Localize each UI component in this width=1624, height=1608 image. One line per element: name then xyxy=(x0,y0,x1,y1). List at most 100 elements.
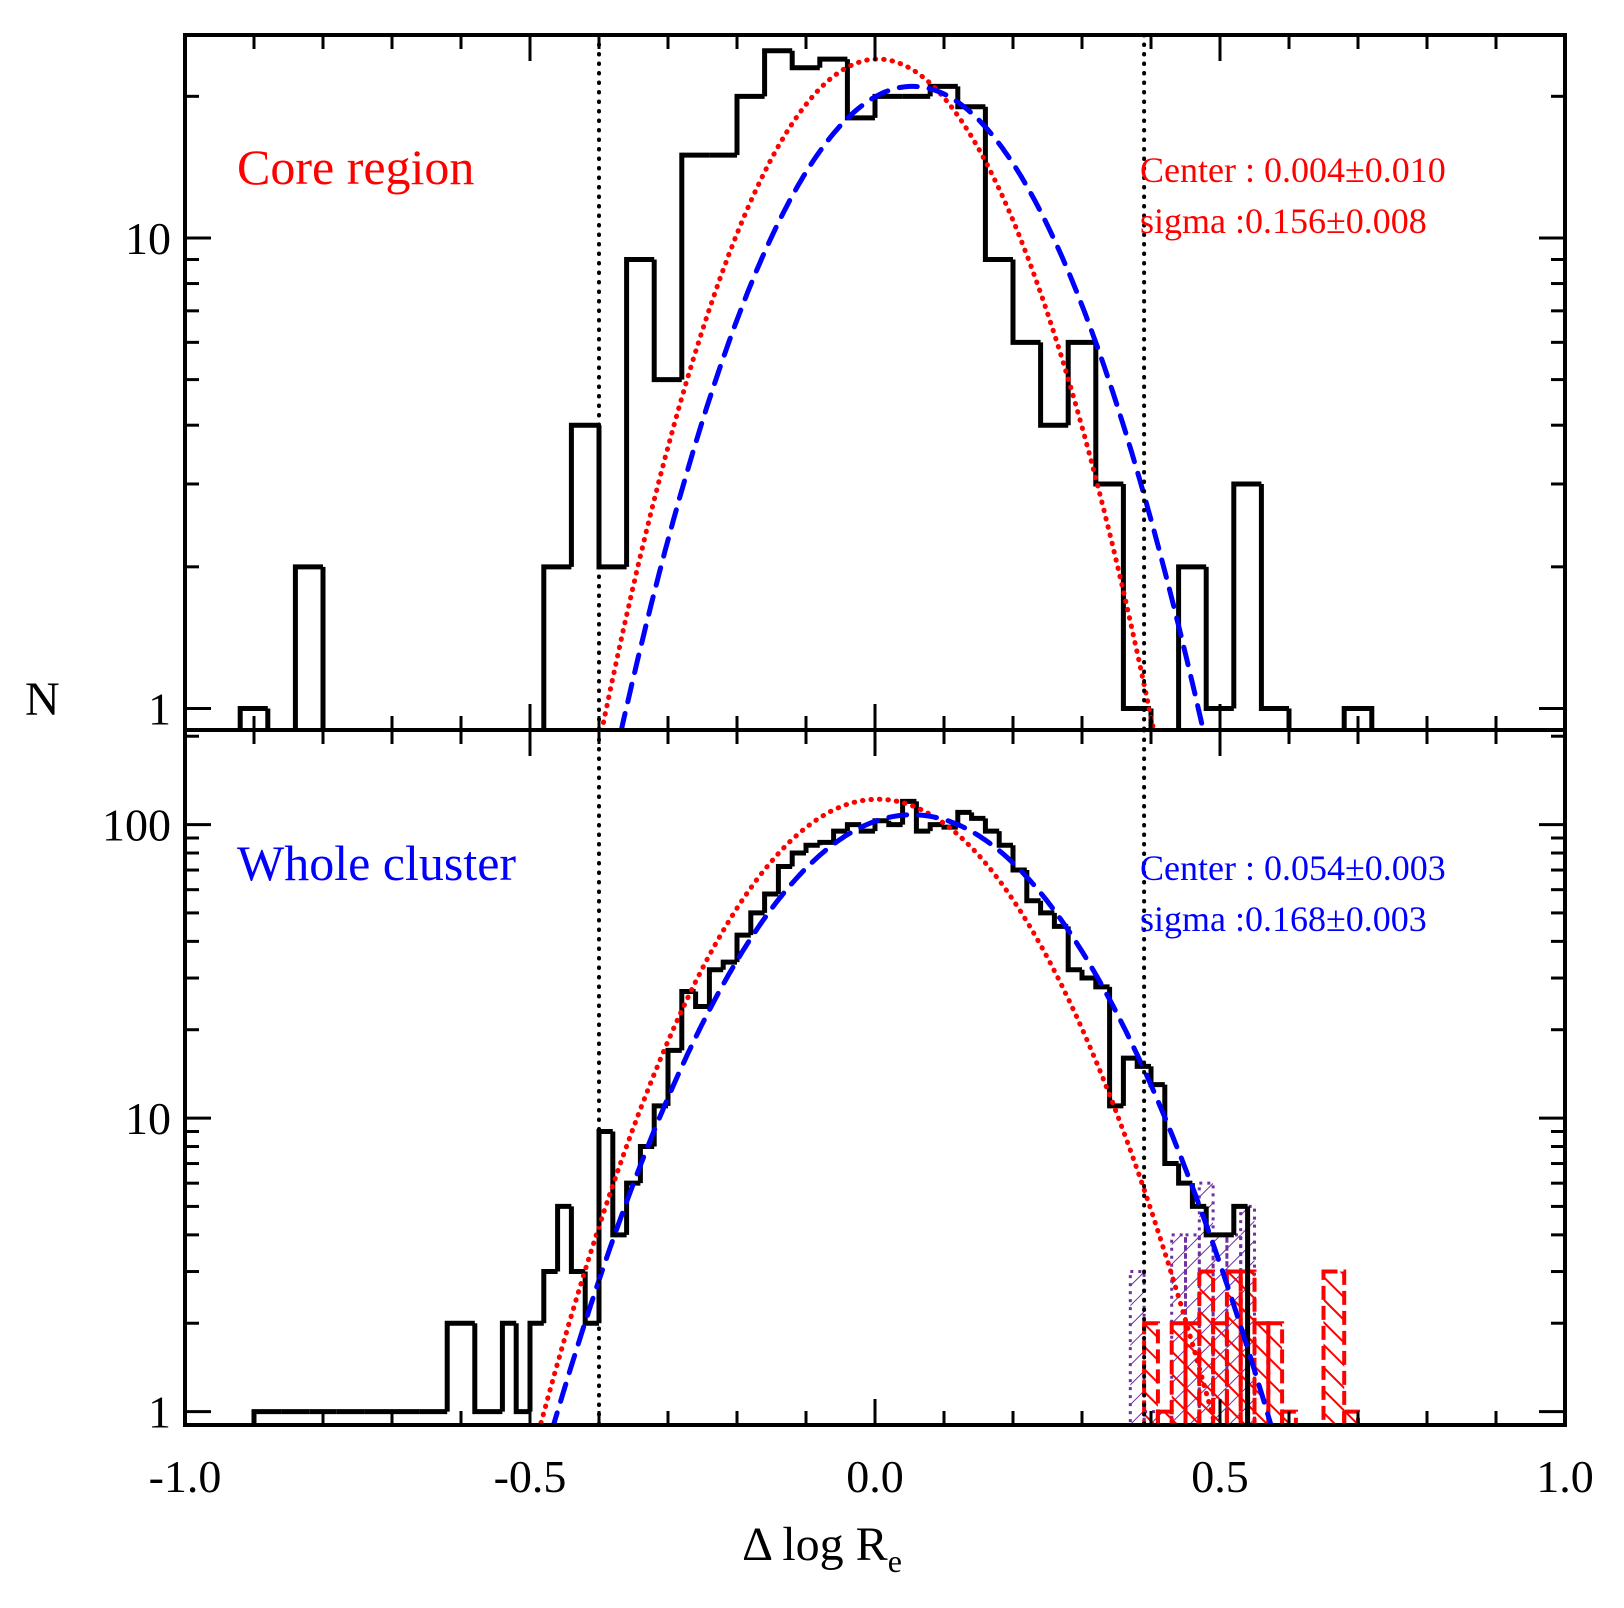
histogram-bar xyxy=(1176,1163,1193,1186)
histogram-bar xyxy=(1120,1055,1138,1106)
histogram-bar xyxy=(610,1131,627,1238)
panel-core: 1 10 Core region Center : 0.004±0.010 sigma … xyxy=(125,33,1567,734)
x-axis-tick-labels: -1.0 -0.5 0.0 0.5 1.0 xyxy=(149,1451,1594,1502)
histogram-bar xyxy=(651,259,682,383)
histogram-bar xyxy=(582,1271,599,1326)
x-axis-label-sub: e xyxy=(888,1543,902,1579)
y-axis-label: N xyxy=(25,673,60,726)
histogram-bar xyxy=(1093,978,1110,990)
panel-label: Core region xyxy=(237,139,474,195)
histogram-bar xyxy=(693,991,710,1009)
panel-whole: 1 10 100 Whole cluster Center : 0.054±0.003 s… xyxy=(102,728,1567,1438)
histogram-bar xyxy=(1203,566,1234,711)
histogram-bar xyxy=(1148,1066,1165,1088)
panel-label: Whole cluster xyxy=(237,835,516,891)
histogram-bar xyxy=(748,910,765,936)
histogram-bar xyxy=(624,1180,641,1235)
histogram-bar xyxy=(1162,1084,1179,1167)
histogram-bar xyxy=(734,932,751,963)
histogram-bar xyxy=(1203,1206,1220,1238)
histogram-bar xyxy=(803,842,820,854)
x-tick-label: 0.5 xyxy=(1191,1451,1249,1502)
histogram-bar xyxy=(1038,900,1055,916)
histogram-bar xyxy=(1245,1206,1251,1425)
histogram-bar xyxy=(831,828,848,843)
hatched-bar-red xyxy=(1224,1269,1243,1425)
histogram-bar xyxy=(1010,259,1041,345)
histogram-bar xyxy=(872,93,903,118)
hatched-bar-red xyxy=(1169,1321,1188,1425)
histogram-bar xyxy=(541,564,572,730)
histogram-bar xyxy=(513,1323,530,1415)
histogram-bar xyxy=(1107,986,1124,1109)
gaussian-fit-core xyxy=(599,56,1157,730)
hatched-bar-red xyxy=(1266,1321,1285,1425)
x-tick-label: 0.0 xyxy=(846,1451,904,1502)
histogram-bar xyxy=(789,850,806,867)
gaussian-fit-whole xyxy=(618,83,1206,730)
stats-sigma: sigma :0.156±0.008 xyxy=(1140,201,1427,241)
histogram-bar xyxy=(789,50,820,71)
x-tick-label: 1.0 xyxy=(1536,1451,1594,1502)
histogram-bar xyxy=(913,801,931,834)
histogram-bar xyxy=(568,1206,586,1275)
histogram-bar xyxy=(596,425,627,570)
histogram-bar xyxy=(1120,483,1151,711)
histogram-bar xyxy=(817,56,848,68)
histogram-bar xyxy=(996,831,1013,848)
histogram-bar xyxy=(1065,339,1096,426)
histogram-bar xyxy=(555,1203,572,1272)
histogram-bar xyxy=(320,566,326,730)
gaussian-fit-whole xyxy=(550,812,1274,1425)
histogram-bar xyxy=(1258,483,1289,711)
y-tick-label: 1 xyxy=(148,1387,171,1438)
histogram-bar xyxy=(1231,1203,1248,1235)
histogram-bar xyxy=(251,1409,282,1425)
histogram-bar xyxy=(1176,564,1207,730)
gaussian-fit-core xyxy=(538,796,1217,1425)
stats-center: Center : 0.054±0.003 xyxy=(1140,848,1446,888)
histogram-bar xyxy=(1065,926,1082,973)
histogram-bar xyxy=(817,839,834,846)
histogram-bar xyxy=(844,822,862,832)
histogram-bar xyxy=(1079,969,1096,981)
stats-center: Center : 0.004±0.010 xyxy=(1140,150,1446,190)
histogram-bar xyxy=(1231,481,1262,709)
hatched-bar-red xyxy=(1321,1269,1347,1425)
y-tick-label: 10 xyxy=(125,1093,171,1144)
histogram-bar xyxy=(762,48,793,97)
hatched-bar-red xyxy=(1155,1409,1174,1425)
histogram-bar xyxy=(1134,1058,1151,1069)
histogram-bar xyxy=(444,1320,475,1412)
histogram-bar xyxy=(624,256,655,567)
hatched-bar-red xyxy=(1342,1409,1360,1425)
hatched-bar-red xyxy=(1142,1321,1160,1425)
histogram-bar xyxy=(265,708,271,730)
histogram-bar xyxy=(969,812,986,821)
histogram-bar xyxy=(886,820,903,828)
hatched-bar-purple xyxy=(1128,1270,1146,1425)
histogram-bar xyxy=(1010,845,1027,873)
histogram-bar xyxy=(665,1047,682,1106)
x-axis-label-main: Δ log R xyxy=(742,1518,888,1571)
histogram-bar xyxy=(568,422,599,567)
histogram-bar xyxy=(1093,342,1124,487)
hatched-bar-red xyxy=(1183,1321,1202,1425)
histogram-bar xyxy=(941,824,958,830)
y-tick-label: 100 xyxy=(102,800,171,851)
histogram-bar xyxy=(720,959,737,970)
histogram-bar xyxy=(927,822,944,832)
y-tick-label: 1 xyxy=(148,683,171,734)
x-axis-label: Δ log Re xyxy=(742,1518,902,1579)
y-tick-label: 10 xyxy=(125,213,171,264)
histogram-bar xyxy=(499,1320,517,1412)
x-tick-label: -0.5 xyxy=(494,1451,567,1502)
stats-sigma: sigma :0.168±0.003 xyxy=(1140,899,1427,939)
plot-area xyxy=(251,796,1360,1425)
histogram-bar xyxy=(1038,342,1069,428)
histogram-bar xyxy=(955,86,986,110)
histogram-bar xyxy=(775,863,793,895)
histogram-bar xyxy=(472,1323,503,1415)
histogram-bar xyxy=(734,93,765,156)
